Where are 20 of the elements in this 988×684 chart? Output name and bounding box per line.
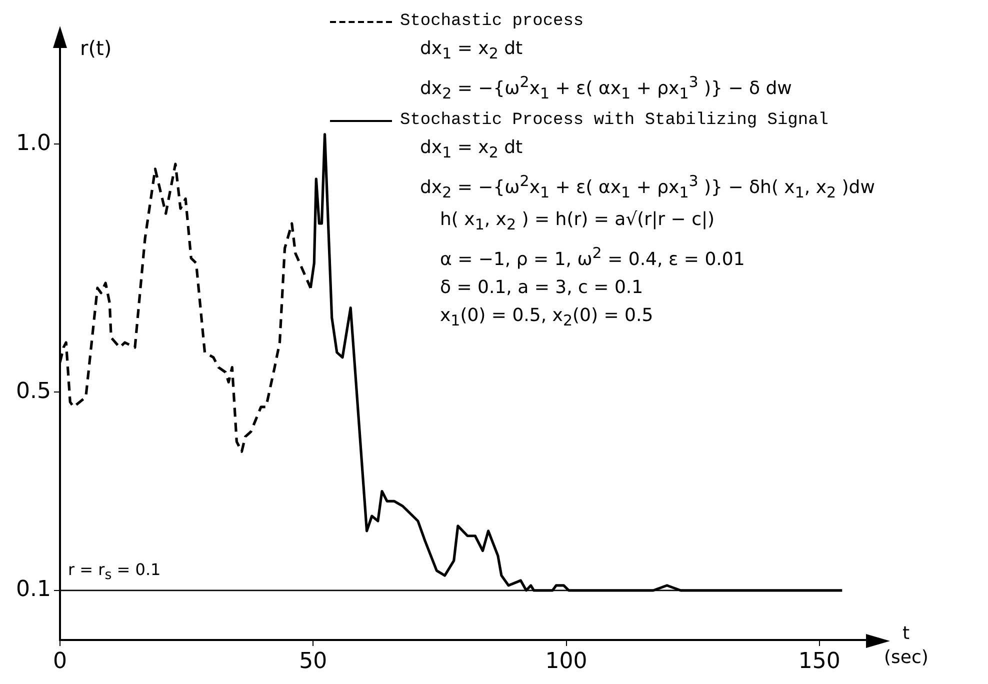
y-axis-title: r(t) xyxy=(80,36,112,60)
annotation: h( x$_{1}$, x$_{2}$ ) = h(r) = a√(r|r − c|) xyxy=(439,208,716,236)
legend-label: Stochastic Process with Stabilizing Signal xyxy=(400,111,828,130)
y-tick-label: 1.0 xyxy=(16,130,51,156)
annotation: x$_{1}$(0) = 0.5, x$_{2}$(0) = 0.5 xyxy=(439,304,654,332)
x-tick-label: 100 xyxy=(545,648,588,674)
y-tick-label: 0.1 xyxy=(16,577,51,602)
x-tick-label: 50 xyxy=(299,648,328,674)
annotation: dx$_{1}$ = x$_{2}$ dt xyxy=(419,136,524,164)
x-tick-label: 150 xyxy=(798,648,840,674)
legend-label: Stochastic process xyxy=(400,12,584,31)
text: dx$_{2}$ = −{ω$^{2}$x$_{1}$ + ε( αx$_{1}$ + ρx$_{1}$$^{3}$ )} − δh( x$_{1}$, x$_{2}$ )dw xyxy=(420,172,875,202)
ref-line-label: r = r$_{s}$ = 0.1 xyxy=(68,560,161,584)
x-axis-title: t (sec) xyxy=(884,622,928,670)
annotation: α = −1, ρ = 1, ω$^{2}$ = 0.4, ε = 0.01 xyxy=(439,242,746,272)
x-tick-label: 0 xyxy=(53,648,67,674)
annotation: δ = 0.1, a = 3, c = 0.1 xyxy=(439,276,644,300)
text: dx$_{2}$ = −{ω$^{2}$x$_{1}$ + ε( αx$_{1}$ + ρx$_{1}$$^{3}$ )} − δ dw xyxy=(420,72,792,102)
annotation: dx$_{1}$ = x$_{2}$ dt xyxy=(419,37,524,65)
y-tick-label: 0.5 xyxy=(16,378,51,404)
